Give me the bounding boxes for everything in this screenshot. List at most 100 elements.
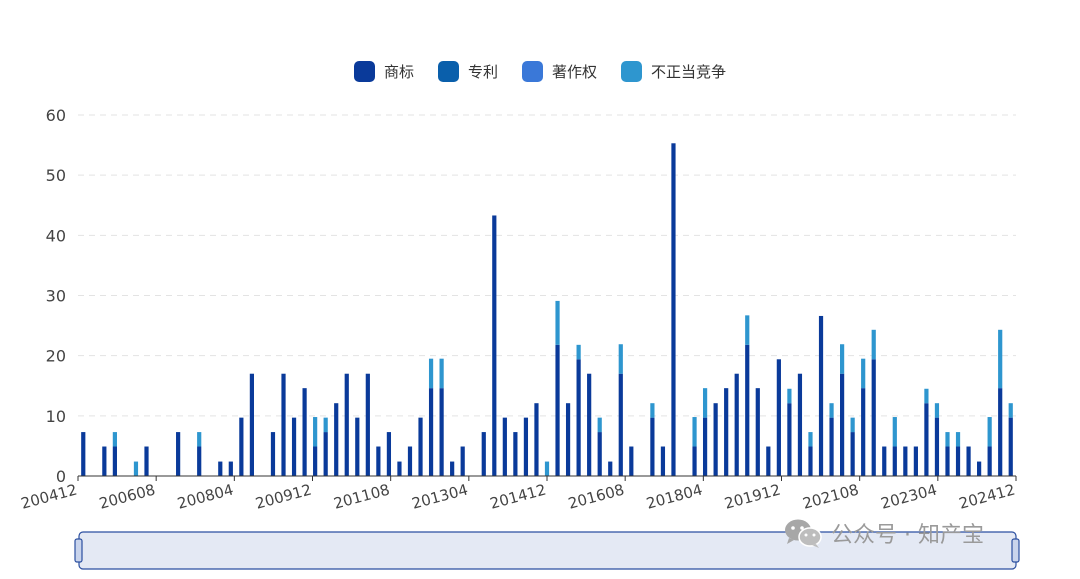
bar-segment[interactable] — [618, 344, 623, 374]
bar-segment[interactable] — [344, 373, 349, 476]
bar-segment[interactable] — [797, 373, 803, 476]
bar-segment[interactable] — [376, 446, 381, 476]
legend-item-trademark[interactable]: 商标 — [353, 61, 414, 82]
bar-segment[interactable] — [924, 388, 929, 404]
bar-segment[interactable] — [861, 358, 866, 389]
zoom-handle-right[interactable] — [1011, 538, 1020, 563]
bar-segment[interactable] — [460, 446, 465, 476]
bar-segment[interactable] — [987, 446, 992, 476]
bar-segment[interactable] — [629, 446, 634, 476]
bar-segment[interactable] — [892, 446, 897, 476]
bar-segment[interactable] — [565, 403, 571, 476]
bar-segment[interactable] — [355, 417, 360, 476]
bar-segment[interactable] — [439, 358, 444, 389]
bar-segment[interactable] — [144, 446, 149, 476]
bar-segment[interactable] — [913, 446, 918, 476]
bar-segment[interactable] — [513, 432, 518, 476]
legend-item-copyright[interactable]: 著作权 — [522, 61, 597, 82]
bar-segment[interactable] — [840, 344, 845, 374]
bar-segment[interactable] — [492, 215, 497, 476]
bar-segment[interactable] — [671, 143, 676, 477]
bar-segment[interactable] — [323, 432, 328, 476]
bar-segment[interactable] — [650, 417, 655, 476]
zoom-handle-left[interactable] — [74, 538, 83, 563]
bar-segment[interactable] — [334, 403, 339, 476]
bar-segment[interactable] — [850, 432, 855, 476]
bar-segment[interactable] — [871, 329, 876, 360]
bar-segment[interactable] — [197, 446, 202, 476]
bar-segment[interactable] — [302, 388, 307, 476]
bar-segment[interactable] — [977, 461, 982, 476]
bar-segment[interactable] — [112, 446, 117, 476]
bar-segment[interactable] — [829, 417, 834, 476]
bar-segment[interactable] — [924, 403, 929, 476]
bar-segment[interactable] — [724, 388, 729, 476]
bar-segment[interactable] — [365, 373, 370, 476]
bar-segment[interactable] — [176, 432, 181, 476]
bar-segment[interactable] — [829, 403, 834, 418]
bar-segment[interactable] — [450, 461, 455, 476]
bar-segment[interactable] — [587, 373, 592, 476]
bar-segment[interactable] — [397, 461, 402, 476]
bar-segment[interactable] — [892, 417, 897, 447]
bar-segment[interactable] — [713, 403, 718, 476]
bar-segment[interactable] — [323, 417, 328, 433]
bar-segment[interactable] — [702, 417, 708, 476]
bar-segment[interactable] — [291, 417, 297, 476]
bar-segment[interactable] — [597, 417, 602, 433]
bar-segment[interactable] — [966, 446, 971, 476]
bar-segment[interactable] — [745, 344, 750, 476]
bar-segment[interactable] — [692, 417, 697, 447]
data-zoom-slider[interactable] — [74, 531, 1020, 570]
bar-segment[interactable] — [313, 446, 318, 476]
bar-segment[interactable] — [1008, 417, 1013, 476]
bar-segment[interactable] — [576, 359, 581, 476]
legend-item-unfair-competition[interactable]: 不正当竞争 — [621, 61, 726, 82]
bar-segment[interactable] — [1008, 403, 1013, 418]
bar-segment[interactable] — [934, 417, 940, 476]
bar-segment[interactable] — [998, 329, 1003, 389]
bar-segment[interactable] — [576, 344, 581, 360]
bar-segment[interactable] — [428, 388, 434, 476]
bar-segment[interactable] — [734, 373, 739, 476]
bar-segment[interactable] — [808, 446, 813, 476]
bar-segment[interactable] — [544, 461, 550, 476]
bar-segment[interactable] — [555, 344, 560, 476]
bar-segment[interactable] — [903, 446, 908, 476]
bar-segment[interactable] — [197, 432, 202, 447]
bar-segment[interactable] — [502, 417, 507, 476]
bar-segment[interactable] — [418, 417, 423, 476]
bar-segment[interactable] — [871, 359, 876, 476]
bar-segment[interactable] — [439, 388, 444, 476]
bar-segment[interactable] — [692, 446, 697, 476]
bar-segment[interactable] — [112, 432, 117, 447]
bar-segment[interactable] — [249, 373, 254, 476]
bar-segment[interactable] — [818, 315, 824, 476]
bar-segment[interactable] — [808, 432, 813, 447]
bar-segment[interactable] — [407, 446, 413, 476]
bar-segment[interactable] — [313, 417, 318, 447]
bar-segment[interactable] — [998, 388, 1003, 476]
bar-segment[interactable] — [133, 461, 139, 476]
bar-segment[interactable] — [766, 446, 771, 476]
bar-segment[interactable] — [850, 417, 855, 433]
legend-item-patent[interactable]: 专利 — [437, 61, 498, 82]
bar-segment[interactable] — [618, 373, 623, 476]
bar-segment[interactable] — [861, 388, 866, 476]
bar-segment[interactable] — [218, 461, 223, 476]
bar-segment[interactable] — [481, 432, 486, 476]
bar-segment[interactable] — [534, 403, 539, 476]
bar-segment[interactable] — [650, 403, 655, 418]
bar-segment[interactable] — [81, 432, 86, 476]
bar-segment[interactable] — [987, 417, 992, 447]
bar-segment[interactable] — [787, 388, 792, 404]
bar-segment[interactable] — [660, 446, 666, 476]
bar-segment[interactable] — [745, 315, 750, 345]
bar-segment[interactable] — [840, 373, 845, 476]
bar-segment[interactable] — [787, 403, 792, 476]
bar-segment[interactable] — [945, 432, 950, 447]
bar-segment[interactable] — [755, 388, 760, 476]
bar-segment[interactable] — [882, 446, 887, 476]
bar-segment[interactable] — [597, 432, 602, 476]
bar-segment[interactable] — [270, 432, 276, 476]
